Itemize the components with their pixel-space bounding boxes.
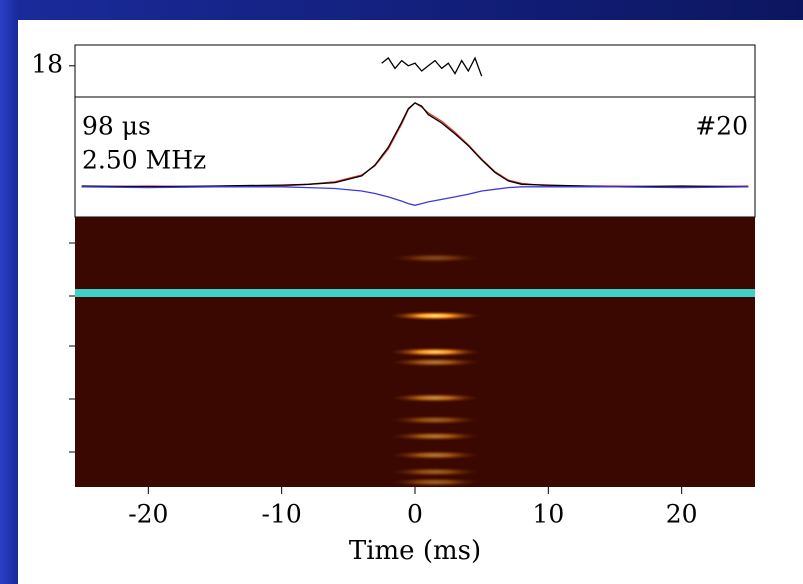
x-tick-label: 10 [532, 500, 564, 529]
band [388, 347, 482, 357]
series-line [81, 186, 749, 206]
annotation: 2.50 MHz [82, 146, 206, 175]
band [388, 415, 482, 426]
waterfall-y-ticks [69, 242, 75, 453]
band [388, 357, 482, 368]
series-line [381, 56, 483, 77]
annotation: 98 μs [82, 112, 151, 141]
flagged-channel [75, 289, 755, 297]
band [388, 450, 482, 461]
band [388, 392, 482, 403]
x-tick-label: -10 [262, 500, 302, 529]
x-tick-label: -20 [128, 500, 168, 529]
series-line [81, 102, 749, 188]
band [388, 310, 482, 321]
x-axis-label: Time (ms) [349, 536, 481, 566]
x-tick-label: 20 [666, 500, 698, 529]
x-tick-label: 0 [407, 500, 423, 529]
annotation: #20 [695, 112, 748, 141]
band [388, 431, 482, 442]
band [388, 466, 482, 477]
band [388, 477, 482, 488]
y-tick-label: 18 [31, 49, 63, 78]
band [388, 253, 482, 264]
waterfall [388, 253, 482, 488]
